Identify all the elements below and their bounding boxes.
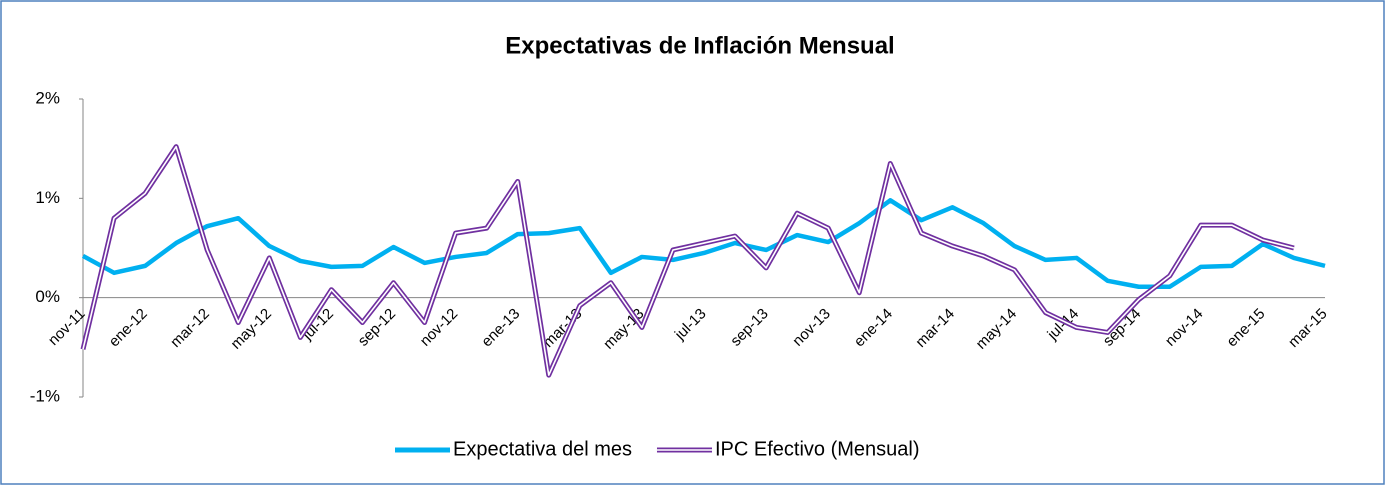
chart-title: Expectativas de Inflación Mensual xyxy=(505,32,894,59)
y-tick-label: 0% xyxy=(35,287,60,306)
line-inner xyxy=(82,145,1295,376)
line xyxy=(81,198,1326,289)
y-tick-label: -1% xyxy=(30,386,60,405)
y-tick-label: 1% xyxy=(35,188,60,207)
legend-label: Expectativa del mes xyxy=(453,438,632,460)
legend-label: IPC Efectivo (Mensual) xyxy=(715,438,920,460)
y-tick-label: 2% xyxy=(35,88,60,107)
